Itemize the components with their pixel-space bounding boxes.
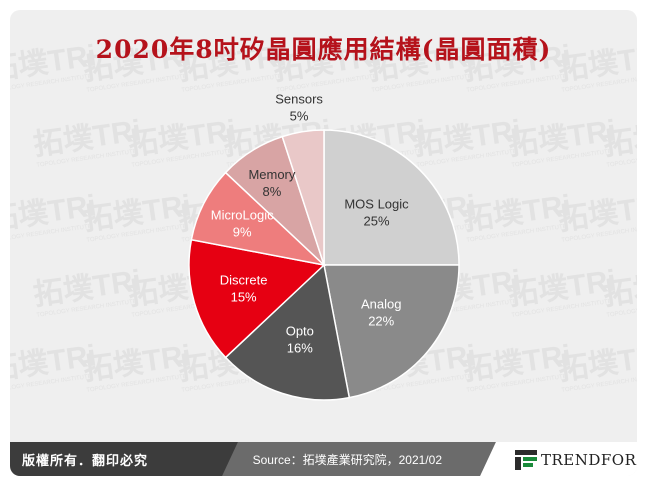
chart-card: 拓墣TRi TOPOLOGY RESEARCH INSTITUTE 拓墣TRi TOP…	[10, 10, 637, 476]
brand-name: TRENDFORCE	[541, 451, 637, 469]
pie-slice-discrete	[188, 238, 326, 359]
slice-label-analog: Analog	[361, 296, 401, 311]
slice-value-sensors: 5%	[290, 109, 309, 124]
pie-slice-mos-logic	[323, 129, 460, 266]
pie-slice-sensors	[281, 129, 325, 266]
source-note: Source：拓墣產業研究院，2021/02	[252, 453, 442, 467]
pie-slice-opto	[224, 263, 351, 401]
copyright-notice: 版權所有．翻印必究	[22, 453, 149, 468]
slice-label-micrologic: MicroLogic	[211, 207, 274, 222]
slice-label-sensors: Sensors	[275, 92, 323, 107]
footer-bar: 版權所有．翻印必究 Source：拓墣產業研究院，2021/02 TRENDFO…	[10, 442, 637, 476]
chart-title: 2020年8吋矽晶圓應用結構(晶圓面積)	[95, 35, 552, 64]
footer-left-panel	[10, 442, 210, 476]
trendforce-logo: TRENDFORCE	[515, 450, 637, 470]
slice-value-analog: 22%	[368, 313, 394, 328]
footer-source-panel	[210, 442, 507, 476]
pie-slice-analog	[323, 264, 460, 399]
slice-value-mos-logic: 25%	[363, 213, 389, 228]
slice-label-opto: Opto	[286, 323, 314, 338]
slice-value-opto: 16%	[287, 340, 313, 355]
slice-value-memory: 8%	[263, 184, 282, 199]
slice-label-mos-logic: MOS Logic	[344, 196, 409, 211]
pie-chart: MOS Logic 25% Analog 22% Opto 16% Discrete 15% M…	[188, 92, 460, 401]
slice-value-discrete: 15%	[231, 289, 257, 304]
trendforce-logo-icon	[515, 450, 537, 470]
slice-value-micrologic: 9%	[233, 224, 252, 239]
slice-label-memory: Memory	[248, 167, 295, 182]
slice-label-discrete: Discrete	[220, 272, 268, 287]
